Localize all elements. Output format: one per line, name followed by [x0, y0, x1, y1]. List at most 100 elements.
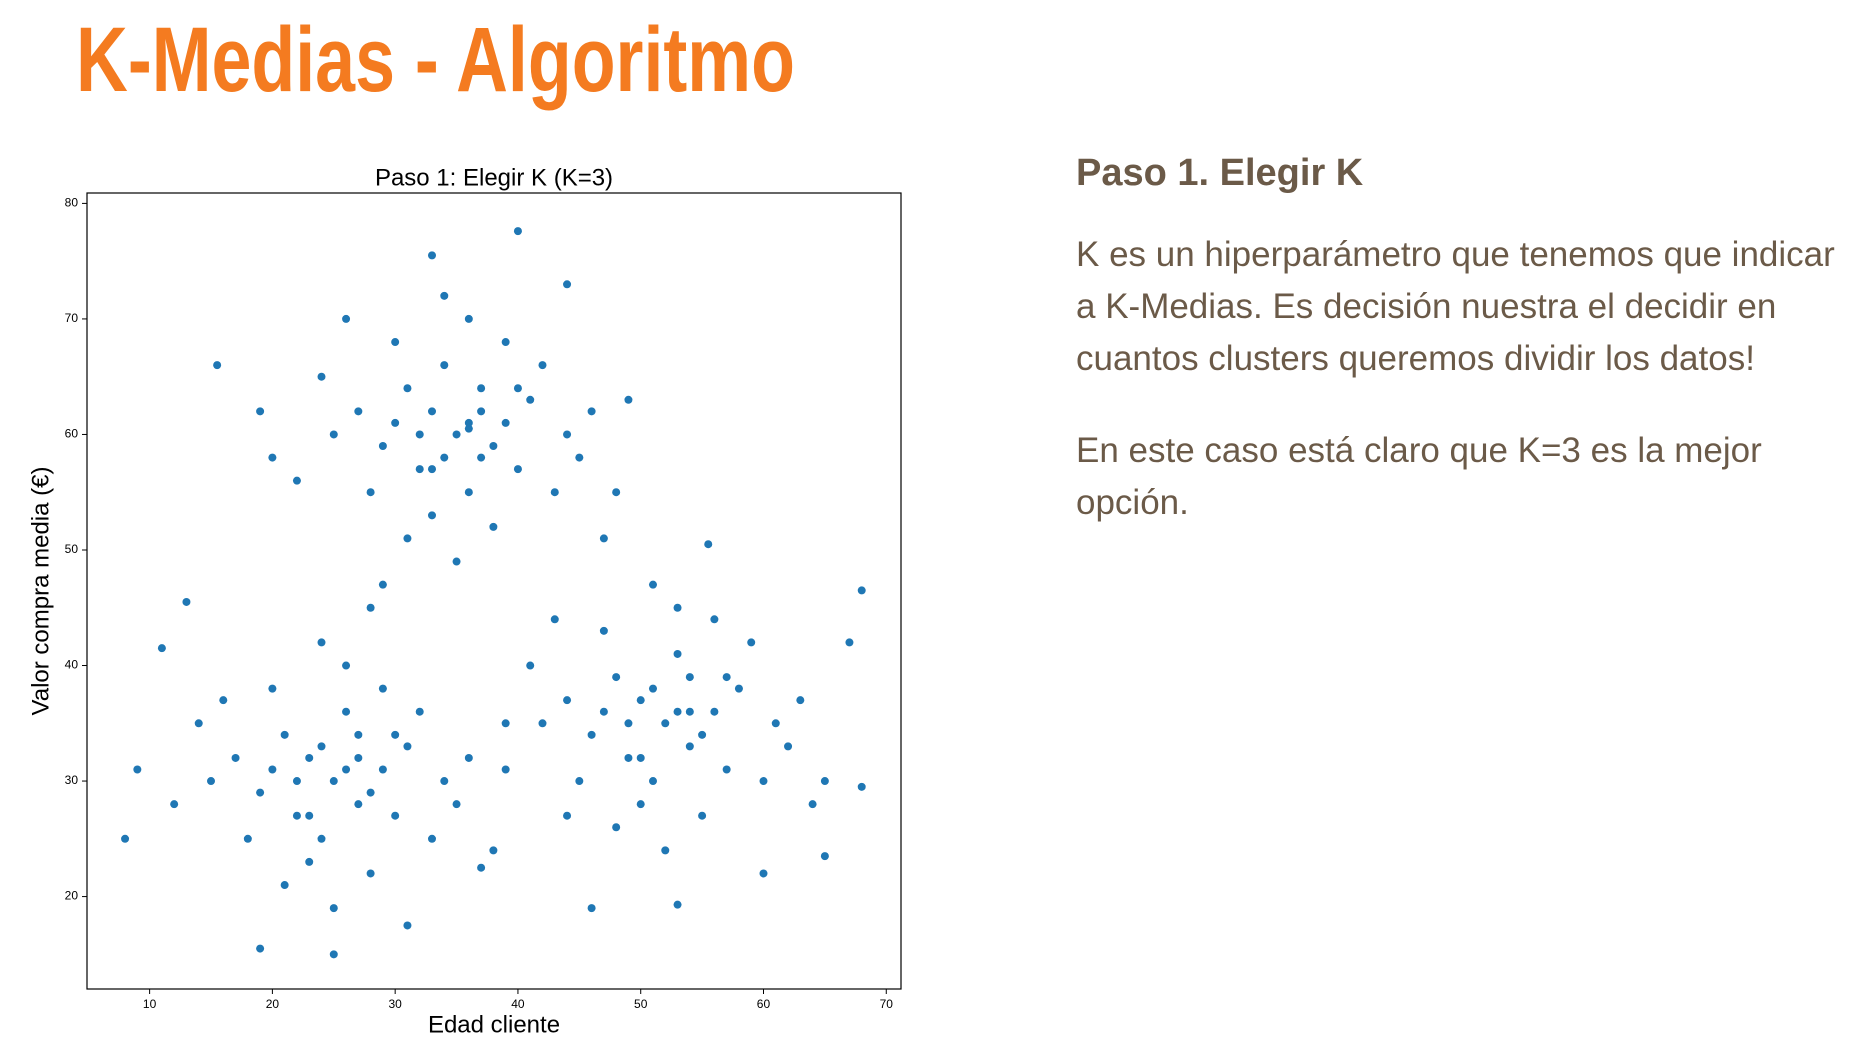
point	[820, 852, 829, 861]
chart-title: Paso 1: Elegir K (K=3)	[375, 164, 613, 191]
point	[599, 707, 608, 716]
point	[317, 638, 326, 647]
point	[329, 904, 338, 913]
point	[440, 291, 449, 300]
point	[612, 488, 621, 497]
point	[329, 430, 338, 439]
point	[403, 742, 412, 751]
point	[391, 811, 400, 820]
point	[526, 395, 535, 404]
point	[489, 522, 498, 531]
point	[452, 800, 461, 809]
point	[685, 673, 694, 682]
point	[563, 430, 572, 439]
point	[342, 314, 351, 323]
point	[157, 644, 166, 653]
chart: Paso 1: Elegir K (K=3) Edad cliente Valo…	[27, 164, 902, 1038]
y-axis-label: Valor compra media (€)	[27, 467, 54, 716]
point	[207, 777, 216, 786]
point	[317, 834, 326, 843]
point	[722, 673, 731, 682]
point	[857, 586, 866, 595]
point	[648, 684, 657, 693]
point	[427, 251, 436, 260]
x-tick-label: 50	[634, 997, 648, 1011]
point	[550, 488, 559, 497]
point	[403, 534, 412, 543]
point	[538, 719, 547, 728]
point	[268, 684, 277, 693]
point	[194, 719, 203, 728]
point	[378, 580, 387, 589]
x-tick-label: 10	[143, 997, 157, 1011]
point	[796, 696, 805, 705]
point	[391, 418, 400, 427]
point	[427, 465, 436, 474]
point	[256, 788, 265, 797]
point	[624, 395, 633, 404]
point	[292, 476, 301, 485]
point	[464, 424, 473, 433]
point	[464, 314, 473, 323]
point	[452, 430, 461, 439]
y-tick-label: 20	[65, 889, 79, 903]
point	[845, 638, 854, 647]
point	[317, 742, 326, 751]
point	[747, 638, 756, 647]
point	[636, 800, 645, 809]
point	[489, 442, 498, 451]
point	[477, 453, 486, 462]
point	[501, 418, 510, 427]
y-tick-label: 50	[65, 542, 79, 556]
point	[292, 811, 301, 820]
point	[317, 372, 326, 381]
point	[513, 465, 522, 474]
point	[612, 823, 621, 832]
point	[427, 407, 436, 416]
point	[366, 788, 375, 797]
point	[403, 921, 412, 930]
point	[575, 777, 584, 786]
point	[710, 615, 719, 624]
point	[219, 696, 228, 705]
point	[403, 384, 412, 393]
point	[563, 811, 572, 820]
x-axis-label: Edad cliente	[428, 1011, 560, 1038]
point	[354, 730, 363, 739]
point	[501, 765, 510, 774]
point	[182, 597, 191, 606]
point	[305, 857, 314, 866]
point	[342, 707, 351, 716]
point	[415, 465, 424, 474]
point	[170, 800, 179, 809]
point	[710, 707, 719, 716]
point	[256, 407, 265, 416]
point	[256, 944, 265, 953]
point	[587, 904, 596, 913]
point	[329, 950, 338, 959]
point	[784, 742, 793, 751]
point	[685, 742, 694, 751]
point	[587, 730, 596, 739]
y-tick-label: 80	[65, 196, 79, 210]
point	[342, 765, 351, 774]
point	[243, 834, 252, 843]
point	[722, 765, 731, 774]
point	[563, 696, 572, 705]
point	[305, 811, 314, 820]
point	[563, 280, 572, 289]
paragraph: En este caso está claro que K=3 es la me…	[1076, 431, 1762, 522]
point	[599, 626, 608, 635]
point	[280, 730, 289, 739]
point	[661, 719, 670, 728]
point	[452, 557, 461, 566]
point	[477, 384, 486, 393]
point	[704, 540, 713, 549]
point	[378, 684, 387, 693]
point	[501, 719, 510, 728]
point	[329, 777, 338, 786]
point	[698, 730, 707, 739]
point	[698, 811, 707, 820]
point	[415, 430, 424, 439]
